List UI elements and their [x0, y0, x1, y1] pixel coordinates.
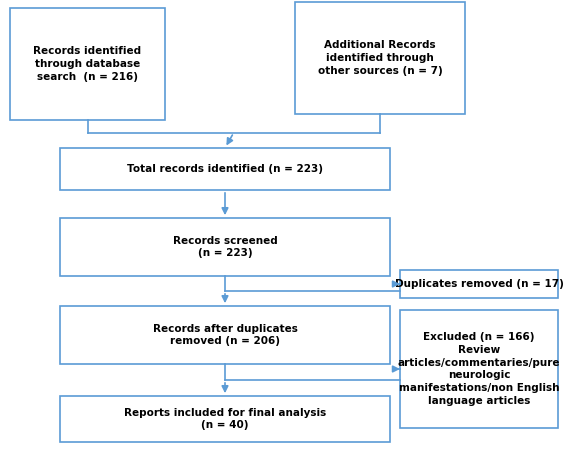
Text: Duplicates removed (n = 17): Duplicates removed (n = 17)	[394, 279, 563, 289]
FancyBboxPatch shape	[400, 270, 558, 298]
FancyBboxPatch shape	[60, 306, 390, 364]
FancyBboxPatch shape	[60, 218, 390, 276]
FancyBboxPatch shape	[60, 148, 390, 190]
FancyBboxPatch shape	[10, 8, 165, 120]
Text: Reports included for final analysis
(n = 40): Reports included for final analysis (n =…	[124, 408, 326, 431]
Text: Records identified
through database
search  (n = 216): Records identified through database sear…	[34, 46, 141, 82]
Text: Additional Records
identified through
other sources (n = 7): Additional Records identified through ot…	[317, 40, 442, 76]
FancyBboxPatch shape	[295, 2, 465, 114]
Text: Total records identified (n = 223): Total records identified (n = 223)	[127, 164, 323, 174]
FancyBboxPatch shape	[400, 310, 558, 428]
Text: Records after duplicates
removed (n = 206): Records after duplicates removed (n = 20…	[153, 324, 298, 346]
Text: Excluded (n = 166)
Review
articles/commentaries/pure
neurologic
manifestations/n: Excluded (n = 166) Review articles/comme…	[398, 332, 560, 406]
Text: Records screened
(n = 223): Records screened (n = 223)	[173, 236, 278, 259]
FancyBboxPatch shape	[60, 396, 390, 442]
